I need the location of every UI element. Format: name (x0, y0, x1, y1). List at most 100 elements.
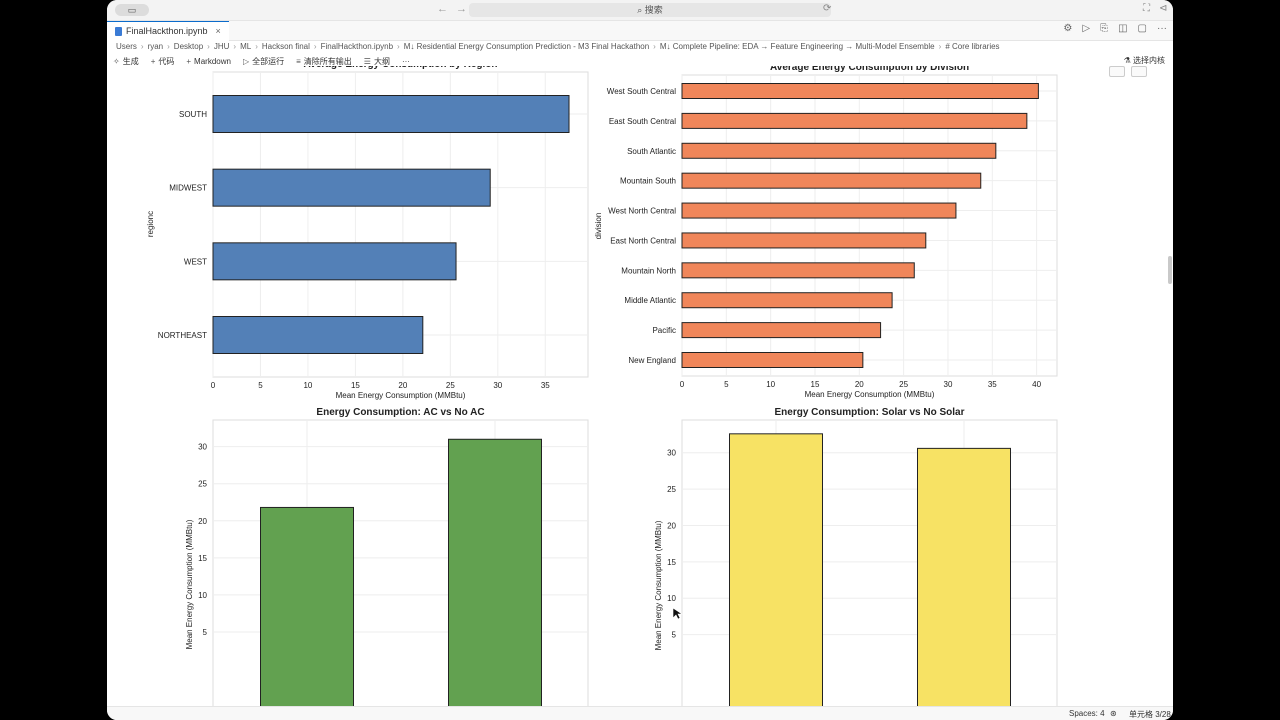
breadcrumb-item[interactable]: JHU (213, 42, 230, 51)
breadcrumb-item[interactable]: M↓ Residential Energy Consumption Predic… (403, 42, 650, 51)
run-all-label: 全部运行 (252, 56, 285, 66)
layout-icon[interactable]: ▢ (1137, 23, 1147, 34)
outline-button[interactable]: ☰ 大纲 (364, 55, 390, 67)
x-tick-label: 20 (855, 380, 864, 389)
y-tick-label: 10 (198, 591, 207, 600)
y-tick-label: MIDWEST (169, 184, 207, 193)
copilot-icon[interactable]: ⟳ (823, 3, 832, 14)
bar (212, 316, 424, 354)
y-tick-label: 30 (198, 443, 207, 452)
bar (681, 262, 915, 279)
y-tick-label: WEST (184, 257, 207, 266)
y-tick-label: 25 (198, 480, 207, 489)
search-icon: ⌕ (637, 5, 643, 15)
breadcrumb-separator-icon: › (653, 42, 656, 51)
bar (729, 433, 823, 706)
status-bar: Spaces: 4 ⊛ 单元格 3/28 (107, 706, 1173, 720)
x-tick-label: 0 (680, 380, 685, 389)
scrollbar[interactable] (1168, 256, 1172, 284)
run-all-icon: ▷ (242, 56, 250, 66)
sidebar-toggle-icon[interactable]: ▭ (115, 4, 149, 16)
kernel-label: 选择内核 (1133, 56, 1165, 65)
bar (212, 242, 457, 281)
breadcrumb-separator-icon: › (167, 42, 170, 51)
breadcrumb-item[interactable]: FinalHackthon.ipynb (320, 42, 394, 51)
x-tick-label: 30 (944, 380, 953, 389)
spaces-indicator[interactable]: Spaces: 4 (1069, 709, 1105, 718)
breadcrumb-separator-icon: › (313, 42, 317, 51)
bar (681, 112, 1028, 129)
generate-button[interactable]: ✧ 生成 (113, 55, 139, 67)
fullscreen-icon[interactable]: ⛶ (1143, 3, 1150, 14)
x-tick-label: 35 (988, 380, 997, 389)
breadcrumb-separator-icon: › (938, 42, 942, 51)
copilot-status-icon[interactable]: ⊛ (1110, 709, 1117, 718)
add-markdown-button[interactable]: + Markdown (186, 55, 231, 67)
bar (681, 352, 864, 368)
nav-arrows: ← → (437, 3, 475, 15)
more-icon[interactable]: ··· (1157, 23, 1167, 34)
bar (681, 83, 1039, 99)
breadcrumb-separator-icon: › (207, 42, 210, 51)
y-axis-label: Mean Energy Consumption (MMBtu) (185, 519, 194, 649)
debug-icon[interactable]: ⎘ (1100, 23, 1109, 34)
y-tick-label: 10 (667, 594, 676, 603)
chart-title: Energy Consumption: Solar vs No Solar (774, 407, 964, 418)
forward-arrow-icon[interactable]: → (456, 3, 467, 15)
select-kernel-button[interactable]: ⚗ 选择内核 (1124, 55, 1165, 66)
breadcrumb-item[interactable]: Users (116, 42, 137, 51)
y-tick-label: East South Central (609, 117, 676, 126)
cell-action-button[interactable] (1109, 66, 1125, 77)
breadcrumb-item[interactable]: M↓ Complete Pipeline: EDA → Feature Engi… (659, 42, 935, 51)
y-tick-label: West North Central (608, 207, 676, 216)
back-arrow-icon[interactable]: ← (437, 3, 448, 15)
y-axis-label: Mean Energy Consumption (MMBtu) (654, 520, 663, 650)
chart-title: Average Energy Consumption by Region (303, 66, 497, 70)
x-axis-label: Mean Energy Consumption (MMBtu) (805, 390, 935, 399)
breadcrumb-item[interactable]: Desktop (173, 42, 204, 51)
y-tick-label: NORTHEAST (158, 331, 207, 340)
cell-action-button[interactable] (1131, 66, 1147, 77)
x-tick-label: 15 (811, 380, 820, 389)
breadcrumb-item[interactable]: # Core libraries (945, 42, 1000, 51)
y-tick-label: 15 (198, 554, 207, 563)
breadcrumb-separator-icon: › (255, 42, 258, 51)
breadcrumb-item[interactable]: ryan (147, 42, 164, 51)
more-actions-button[interactable]: ··· (401, 56, 410, 66)
y-axis-label: division (594, 213, 603, 240)
y-tick-label: New England (628, 356, 676, 365)
x-tick-label: 15 (351, 381, 360, 390)
bar (681, 142, 997, 159)
search-box[interactable]: ⌕ 搜索 (469, 3, 831, 17)
close-icon[interactable]: × (215, 26, 221, 36)
split-editor-icon[interactable]: ◫ (1118, 23, 1128, 34)
y-tick-label: 25 (667, 485, 676, 494)
x-tick-label: 35 (541, 381, 550, 390)
add-code-button[interactable]: + 代码 (151, 55, 175, 67)
run-icon[interactable]: ▷ (1082, 23, 1091, 34)
breadcrumb-item[interactable]: ML (240, 42, 252, 51)
panel-icon[interactable]: ⊲ (1159, 3, 1168, 14)
tab-bar: FinalHackthon.ipynb × ⚙ ▷ ⎘ ◫ ▢ ··· (107, 21, 1173, 41)
plus-icon: + (186, 56, 192, 66)
markdown-label: Markdown (194, 56, 231, 66)
mouse-cursor-icon (672, 607, 683, 620)
y-tick-label: Mountain South (620, 177, 676, 186)
x-tick-label: 25 (446, 381, 455, 390)
y-tick-label: Middle Atlantic (624, 296, 676, 305)
x-tick-label: 20 (398, 381, 407, 390)
x-tick-label: 25 (899, 380, 908, 389)
x-tick-label: 5 (724, 380, 729, 389)
bar (681, 292, 893, 309)
clear-outputs-label: 清除所有输出 (303, 56, 352, 66)
bar (212, 95, 570, 133)
breadcrumb-item[interactable]: Hackson final (261, 42, 310, 51)
list-icon: ☰ (363, 56, 371, 66)
y-tick-label: SOUTH (179, 110, 207, 119)
run-all-button[interactable]: ▷ 全部运行 (243, 55, 284, 67)
gear-icon[interactable]: ⚙ (1063, 23, 1073, 34)
tab-finalhackthon[interactable]: FinalHackthon.ipynb × (107, 21, 229, 41)
clear-outputs-button[interactable]: ≡ 清除所有输出 (296, 55, 352, 67)
generate-label: 生成 (122, 56, 139, 66)
cell-indicator[interactable]: 单元格 3/28 (1129, 710, 1171, 719)
